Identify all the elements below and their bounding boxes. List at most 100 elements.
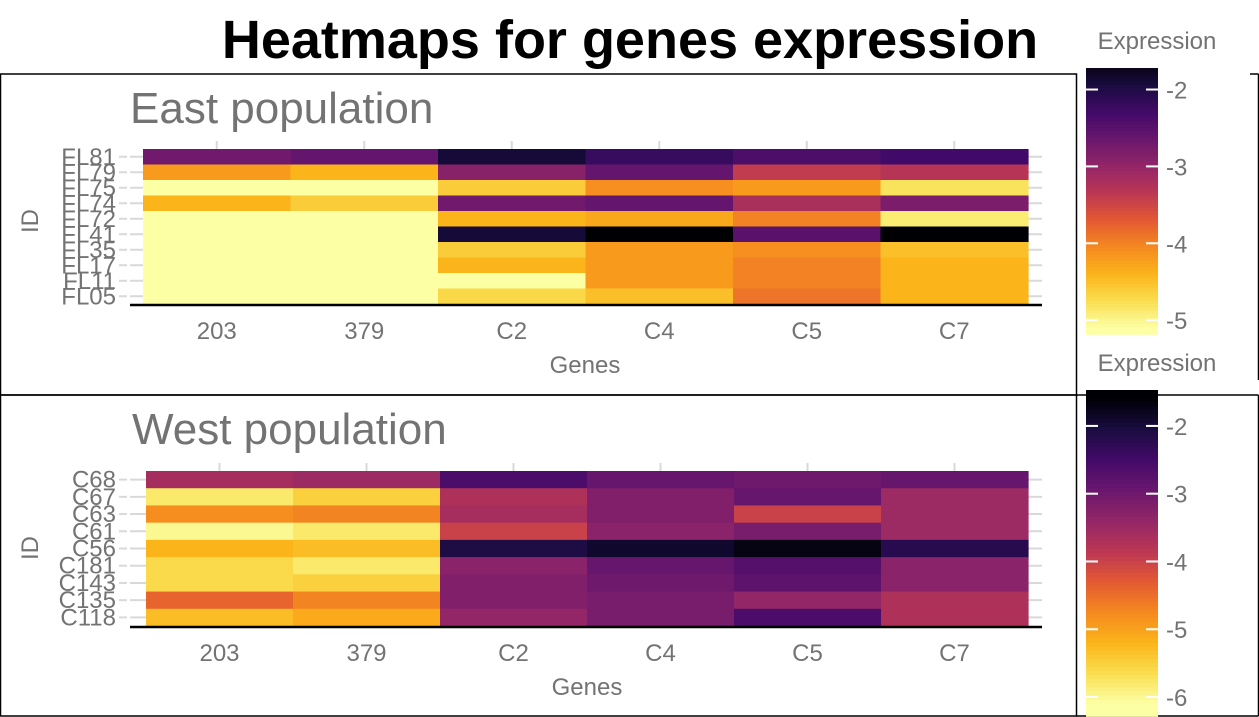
x-tick-label: C4 <box>644 318 675 345</box>
colorbar-segment <box>1086 151 1158 156</box>
y-tick-label: FL41 <box>61 221 116 248</box>
colorbar-segment <box>1086 544 1158 550</box>
colorbar-segment <box>1086 310 1158 315</box>
colorbar-segment <box>1086 451 1158 457</box>
colorbar-segment <box>1086 610 1158 615</box>
heatmap-cell <box>585 149 734 166</box>
colorbar-segment <box>1086 622 1158 628</box>
x-axis-label: Genes <box>550 352 621 379</box>
colorbar-segment <box>1086 284 1158 289</box>
panel-title: West population <box>132 405 447 454</box>
colorbar-segment <box>1086 479 1158 485</box>
x-tick-label: C4 <box>645 640 676 667</box>
colorbar-segment <box>1086 277 1158 282</box>
heatmap-cell <box>881 591 1029 610</box>
heatmap-cell <box>587 488 735 507</box>
heatmap-cell <box>734 522 882 541</box>
colorbar-segment <box>1086 528 1158 534</box>
colorbar-segment <box>1086 144 1158 149</box>
heatmap-cell <box>881 557 1029 575</box>
heatmap-cell <box>293 574 441 593</box>
colorbar-segment <box>1086 324 1158 329</box>
heatmap-cell <box>734 471 882 489</box>
colorbar-segment <box>1086 264 1158 269</box>
colorbar-segment <box>1086 184 1158 189</box>
colorbar-segment <box>1086 304 1158 309</box>
x-tick-label: C7 <box>939 318 970 345</box>
colorbar-segment <box>1086 487 1158 493</box>
heatmap-cell <box>290 226 439 243</box>
heatmap-cell <box>734 505 882 524</box>
x-tick-label: C2 <box>496 318 527 345</box>
colorbar-segment <box>1086 280 1158 285</box>
colorbar-segment <box>1086 410 1158 416</box>
colorbar-segment <box>1086 614 1158 620</box>
colorbar-segment <box>1086 114 1158 119</box>
heatmap-cell <box>290 149 439 166</box>
heatmap-cell <box>440 539 588 558</box>
heatmap-cell <box>733 211 882 228</box>
heatmap-cell <box>440 522 588 541</box>
colorbar-tick-label: -5 <box>1166 617 1187 644</box>
colorbar-segment <box>1086 394 1158 399</box>
colorbar-segment <box>1086 191 1158 196</box>
colorbar-segment <box>1086 418 1158 424</box>
colorbar-segment <box>1086 402 1158 408</box>
colorbar-segment <box>1086 240 1158 246</box>
heatmap-cell <box>733 164 882 181</box>
heatmap-cell <box>293 591 441 610</box>
colorbar-segment <box>1086 406 1158 412</box>
colorbar-segment <box>1086 71 1158 76</box>
heatmap-cell <box>440 557 588 575</box>
heatmap-cell <box>880 164 1029 181</box>
colorbar-segment <box>1086 703 1158 709</box>
colorbar-segment <box>1086 87 1158 93</box>
colorbar-segment <box>1086 260 1158 265</box>
colorbar-segment <box>1086 197 1158 202</box>
colorbar-segment <box>1086 675 1158 681</box>
colorbar-segment <box>1086 68 1158 73</box>
colorbar-segment <box>1086 520 1158 526</box>
colorbar-segment <box>1086 267 1158 272</box>
heatmap-cell <box>146 522 294 541</box>
heatmap-cell <box>438 288 587 305</box>
heatmap-cell <box>146 471 294 489</box>
colorbar-segment <box>1086 111 1158 116</box>
colorbar-segment <box>1086 217 1158 222</box>
colorbar-segment <box>1086 290 1158 295</box>
heatmap-cell <box>146 608 294 627</box>
heatmap-cell <box>440 608 588 627</box>
colorbar-segment <box>1086 430 1158 436</box>
colorbar-segment <box>1086 504 1158 509</box>
colorbar-segment <box>1086 475 1158 481</box>
colorbar-segment <box>1086 426 1158 432</box>
heatmap-cell <box>293 539 441 558</box>
y-tick-label: FL72 <box>61 206 116 233</box>
colorbar-segment <box>1086 257 1158 262</box>
colorbar-segment <box>1086 561 1158 567</box>
heatmap-cell <box>733 288 882 305</box>
colorbar-segment <box>1086 274 1158 279</box>
heatmap-cell <box>880 226 1029 243</box>
colorbar-segment <box>1086 127 1158 132</box>
heatmap-cell <box>881 488 1029 507</box>
y-tick-label: C118 <box>60 604 116 631</box>
colorbar-segment <box>1086 164 1158 169</box>
heatmap-cell <box>733 195 882 212</box>
colorbar-segment <box>1086 227 1158 232</box>
colorbar-segment <box>1086 230 1158 236</box>
colorbar-segment <box>1086 250 1158 256</box>
heatmap-cell <box>585 288 734 305</box>
colorbar-segment <box>1086 390 1158 395</box>
colorbar-segment <box>1086 107 1158 113</box>
colorbar-segment <box>1086 121 1158 126</box>
heatmap-cell <box>290 195 439 212</box>
colorbar-segment <box>1086 177 1158 182</box>
y-tick-label: FL79 <box>61 159 116 186</box>
y-tick-label: C68 <box>72 467 116 494</box>
colorbar-tick-label: -2 <box>1166 78 1187 105</box>
heatmap-cell <box>881 608 1029 627</box>
heatmap-cell <box>587 471 735 489</box>
heatmap-cell <box>881 522 1029 541</box>
